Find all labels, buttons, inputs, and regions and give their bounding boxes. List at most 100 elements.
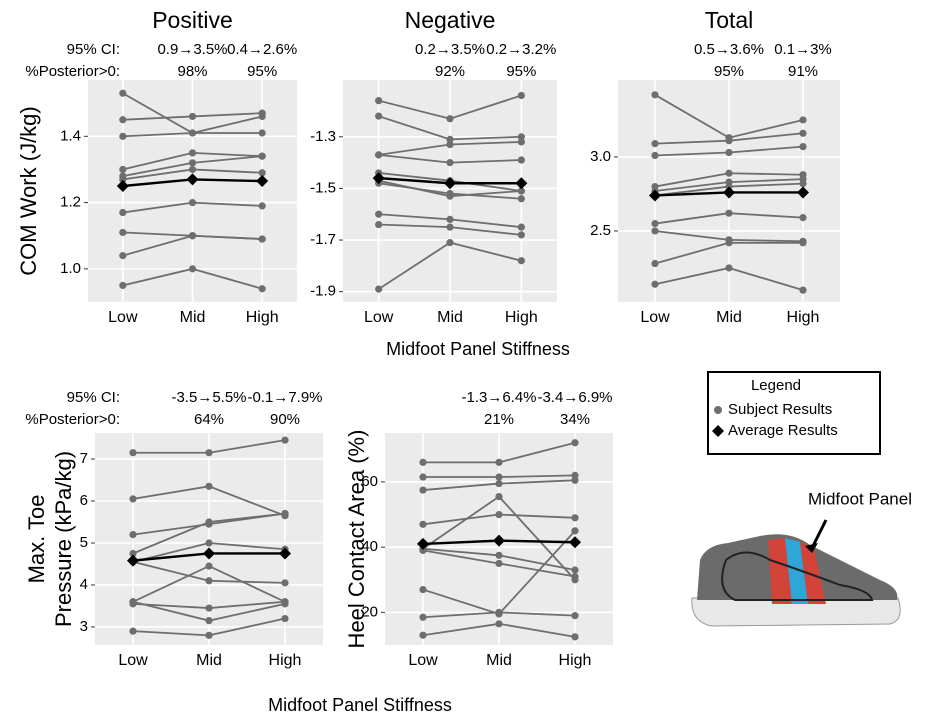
y-tick-label: 6: [80, 492, 88, 509]
subject-point: [419, 486, 426, 493]
subject-point: [129, 449, 136, 456]
row-label: 95% CI:: [67, 389, 120, 406]
legend-label: Average Results: [728, 422, 838, 439]
subject-point: [651, 227, 658, 234]
subject-point: [651, 152, 658, 159]
subject-point: [205, 483, 212, 490]
row-label: 95% CI:: [67, 41, 120, 58]
subject-point: [375, 285, 382, 292]
posterior-annotation: 21%: [484, 411, 514, 428]
subject-point: [799, 180, 806, 187]
subject-point: [725, 264, 732, 271]
subject-point: [281, 437, 288, 444]
subject-point: [495, 459, 502, 466]
subject-point: [446, 115, 453, 122]
subject-point: [651, 140, 658, 147]
y-axis-label: Max. Toe: [24, 495, 49, 584]
subject-point: [375, 211, 382, 218]
x-tick-label: High: [246, 309, 279, 326]
posterior-annotation: 95%: [714, 63, 744, 80]
subject-point: [495, 480, 502, 487]
subject-point: [725, 170, 732, 177]
ci-annotation: 0.9→3.5%: [157, 41, 227, 58]
posterior-annotation: 90%: [270, 411, 300, 428]
x-tick-label: Low: [118, 652, 148, 669]
ci-annotation: 0.2→3.2%: [486, 41, 556, 58]
y-tick-label: 1.0: [60, 260, 81, 277]
subject-point: [495, 511, 502, 518]
subject-point: [518, 231, 525, 238]
y-tick-label: -1.3: [310, 128, 336, 145]
y-tick-label: 1.4: [60, 127, 81, 144]
subject-point: [281, 615, 288, 622]
subject-point: [189, 113, 196, 120]
subject-point: [651, 220, 658, 227]
subject-point: [205, 604, 212, 611]
posterior-annotation: 91%: [788, 63, 818, 80]
subject-point: [446, 216, 453, 223]
subject-point: [495, 493, 502, 500]
subject-point: [799, 214, 806, 221]
posterior-annotation: 95%: [506, 63, 536, 80]
subject-point: [119, 209, 126, 216]
subject-point: [119, 229, 126, 236]
subject-point: [495, 609, 502, 616]
subject-point: [119, 166, 126, 173]
subject-point: [375, 113, 382, 120]
x-tick-label: High: [505, 309, 538, 326]
subject-point: [129, 628, 136, 635]
x-tick-label: Mid: [716, 309, 742, 326]
subject-point: [259, 235, 266, 242]
subject-point: [119, 252, 126, 259]
y-tick-label: 7: [80, 450, 88, 467]
subject-point: [571, 612, 578, 619]
subject-point: [419, 473, 426, 480]
y-tick-label: 2.5: [590, 222, 611, 239]
subject-point: [205, 632, 212, 639]
subject-point: [799, 287, 806, 294]
subject-point: [446, 190, 453, 197]
subject-point: [119, 90, 126, 97]
y-axis-label: Heel Contact Area (%): [344, 430, 369, 649]
x-tick-label: Low: [640, 309, 670, 326]
subject-point: [205, 449, 212, 456]
ci-annotation: -3.4→6.9%: [537, 389, 612, 406]
subject-point: [446, 239, 453, 246]
subject-point: [651, 281, 658, 288]
subject-point: [518, 195, 525, 202]
subject-point: [419, 614, 426, 621]
subject-point: [281, 579, 288, 586]
subject-point: [571, 566, 578, 573]
subject-point: [518, 156, 525, 163]
ci-annotation: 0.5→3.6%: [694, 41, 764, 58]
posterior-annotation: 95%: [247, 63, 277, 80]
x-tick-label: Mid: [486, 652, 512, 669]
subject-point: [419, 521, 426, 528]
x-tick-label: Low: [364, 309, 394, 326]
panel-title: Total: [705, 7, 754, 33]
subject-point: [419, 586, 426, 593]
subject-point: [281, 600, 288, 607]
subject-point: [571, 573, 578, 580]
subject-point: [725, 210, 732, 217]
subject-point: [259, 202, 266, 209]
x-axis-label: Midfoot Panel Stiffness: [386, 339, 570, 359]
x-tick-label: Mid: [196, 652, 222, 669]
subject-point: [495, 552, 502, 559]
subject-point: [419, 632, 426, 639]
posterior-annotation: 98%: [177, 63, 207, 80]
subject-point: [799, 143, 806, 150]
ci-annotation: 0.1→3%: [774, 41, 832, 58]
posterior-annotation: 92%: [435, 63, 465, 80]
x-axis-label: Midfoot Panel Stiffness: [268, 695, 452, 715]
subject-point: [518, 92, 525, 99]
subject-point: [651, 91, 658, 98]
subject-point: [571, 527, 578, 534]
subject-point: [281, 510, 288, 517]
subject-point: [189, 166, 196, 173]
y-tick-label: -1.7: [310, 231, 336, 248]
y-tick-label: 4: [80, 576, 88, 593]
ci-annotation: 0.4→2.6%: [227, 41, 297, 58]
subject-point: [375, 151, 382, 158]
ci-annotation: 0.2→3.5%: [415, 41, 485, 58]
